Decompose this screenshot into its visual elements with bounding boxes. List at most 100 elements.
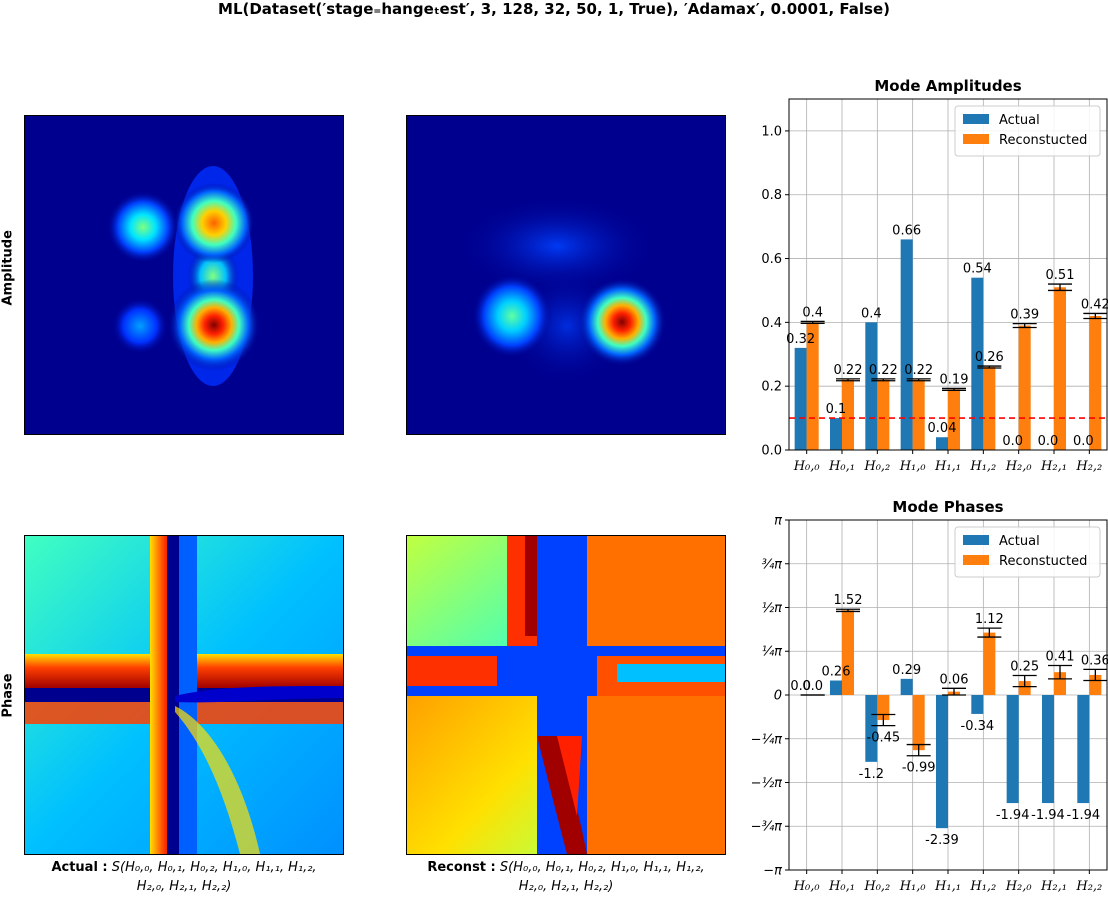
x-tick-label: H₀,₂ [863,879,890,894]
bar-label-actual: -1.94 [1067,808,1101,823]
bar-label-actual: 0.54 [963,262,992,277]
y-tick-label: 0.4 [761,316,782,331]
caption-actual-line1: Actual : S(H₀,₀, H₀,₁, H₀,₂, H₁,₀, H₁,₁,… [14,858,354,877]
bar-label-actual: -2.39 [925,833,959,848]
bar-label-actual: 0.66 [892,223,921,238]
chart-title: Mode Phases [892,498,1003,516]
y-tick-label: −¾π [751,820,782,835]
bar-label-reconstructed: 0.42 [1081,297,1108,312]
x-tick-label: H₂,₁ [1040,879,1067,894]
bar-actual [865,322,878,450]
row-label-phase: Phase [0,673,16,718]
bar-reconstructed [912,379,925,450]
y-tick-label: 0 [774,689,782,704]
bar-label-reconstructed: -0.99 [902,761,936,776]
y-tick-label: −½π [751,776,782,791]
caption-actual-line2: H₂,₀, H₂,₁, H₂,₂) [14,877,354,896]
x-tick-label: H₁,₀ [899,879,927,894]
legend-label: Reconstucted [999,554,1087,569]
y-tick-label: π [774,514,782,529]
x-tick-label: H₂,₀ [1005,879,1033,894]
bar-label-reconstructed: 0.39 [1010,308,1039,323]
legend-swatch [963,114,989,124]
legend-swatch [963,134,989,144]
bar-label-reconstructed: 0.0 [802,679,823,694]
bar-reconstructed [842,379,855,450]
bar-actual [971,695,984,714]
bar-label-actual: -1.2 [859,767,884,782]
bar-label-reconstructed: 0.4 [802,305,823,320]
caption-actual-text2: H₂,₀, H₂,₁, H₂,₂) [136,879,232,894]
x-tick-label: H₂,₂ [1075,879,1102,894]
bar-label-reconstructed: 0.19 [940,372,969,387]
legend-box [954,526,1101,578]
legend-swatch [963,555,989,565]
legend-label: Reconstucted [999,133,1087,148]
bar-actual [829,680,842,695]
x-tick-label: H₂,₂ [1075,459,1102,474]
bar-label-actual: 0.0 [1002,434,1023,449]
bar-actual [794,347,807,450]
axes-frame [788,98,1108,451]
bar-label-actual: 0.0 [790,679,811,694]
x-tick-label: H₀,₀ [793,879,821,894]
bar-label-actual: 0.04 [928,421,957,436]
x-tick-label: H₁,₁ [934,459,961,474]
caption-reconst-text: S(H₀,₀, H₀,₁, H₀,₂, H₁,₀, H₁,₁, H₁,₂, [499,860,705,875]
legend-swatch [963,535,989,545]
bar-label-reconstructed: 1.52 [834,593,863,608]
bar-label-actual: 0.26 [822,665,851,680]
reconstructed-phase-image [406,535,726,855]
caption-actual: Actual : S(H₀,₀, H₀,₁, H₀,₂, H₁,₀, H₁,₁,… [14,858,354,896]
y-tick-label: 0.8 [761,188,782,203]
actual-amplitude-image [24,115,344,435]
caption-actual-prefix: Actual : [51,860,108,875]
y-tick-label: ¾π [762,557,783,572]
bar-label-actual: -1.94 [996,808,1030,823]
bar-reconstructed [1089,674,1102,695]
legend-label: Actual [999,113,1040,128]
x-tick-label: H₁,₂ [969,459,996,474]
bar-label-actual: 0.32 [786,332,815,347]
y-tick-label: 0.2 [761,380,782,395]
x-tick-label: H₂,₀ [1005,459,1033,474]
bar-reconstructed [1018,325,1031,450]
bar-actual [900,678,913,695]
bar-label-reconstructed: 0.22 [869,363,898,378]
bar-actual [1006,695,1019,804]
caption-actual-text: S(H₀,₀, H₀,₁, H₀,₂, H₁,₀, H₁,₁, H₁,₂, [111,860,317,875]
caption-reconst: Reconst : S(H₀,₀, H₀,₁, H₀,₂, H₁,₀, H₁,₁… [396,858,736,896]
bar-label-reconstructed: 0.41 [1046,649,1075,664]
bar-actual [1077,695,1090,804]
bar-label-actual: 0.1 [826,402,847,417]
bar-label-actual: 0.29 [892,663,921,678]
bar-reconstructed [842,610,855,695]
y-tick-label: 0.0 [761,444,782,459]
bar-label-reconstructed: -0.45 [867,731,901,746]
bar-reconstructed [806,322,819,450]
bar-label-actual: 0.0 [1073,434,1094,449]
bar-reconstructed [1054,672,1067,695]
bar-label-reconstructed: 0.25 [1010,660,1039,675]
bar-reconstructed [983,632,996,695]
axes-frame [788,519,1108,871]
bar-actual [829,418,842,450]
bar-actual [865,695,878,762]
bar-reconstructed [948,389,961,450]
x-tick-label: H₀,₁ [828,879,855,894]
caption-reconst-text2: H₂,₀, H₂,₁, H₂,₂) [518,879,614,894]
x-tick-label: H₁,₁ [934,879,961,894]
bar-actual [935,437,948,450]
bar-label-actual: 0.4 [861,306,882,321]
bar-reconstructed [1089,315,1102,450]
y-tick-label: ½π [762,601,783,616]
bar-reconstructed [948,691,961,695]
bar-reconstructed [1054,287,1067,450]
y-tick-label: 1.0 [761,124,782,139]
bar-actual [900,239,913,450]
figure-title: ML(Dataset(′stage₌hangeₜest′, 3, 128, 32… [218,0,890,18]
legend-box [954,105,1101,157]
bar-reconstructed [877,695,890,721]
bar-reconstructed [983,367,996,450]
bar-reconstructed [1018,681,1031,695]
